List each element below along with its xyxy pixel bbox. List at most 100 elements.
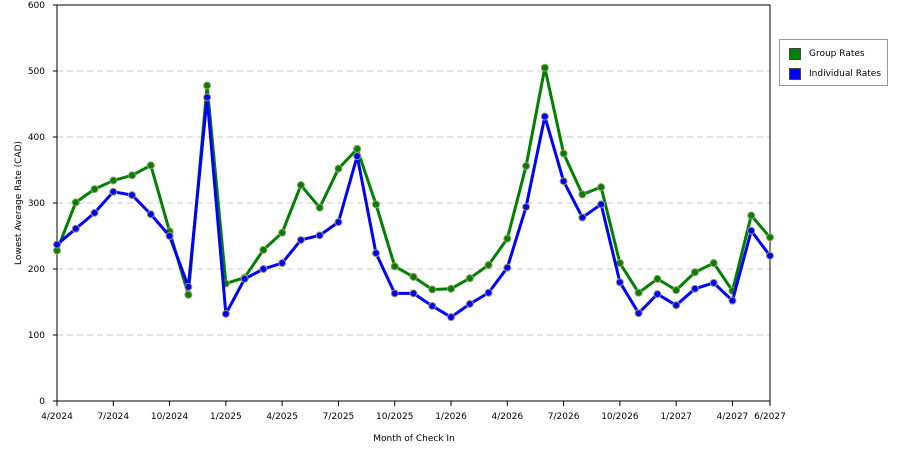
data-point-individual-rates (203, 93, 212, 102)
y-tick-label: 0 (39, 397, 45, 407)
data-point-group-rates (428, 285, 437, 294)
data-point-individual-rates (578, 213, 587, 222)
data-point-individual-rates (709, 278, 718, 287)
data-point-individual-rates (766, 251, 774, 260)
legend-swatch-group-rates (789, 48, 801, 60)
data-point-individual-rates (522, 202, 531, 211)
data-point-individual-rates (315, 231, 324, 240)
data-point-individual-rates (484, 288, 493, 297)
data-point-individual-rates (672, 301, 681, 310)
plot-area-frame (56, 4, 771, 402)
data-point-individual-rates (390, 289, 399, 298)
chart-legend: Group Rates Individual Rates (779, 39, 888, 86)
data-point-individual-rates (615, 278, 624, 287)
data-point-individual-rates (90, 208, 99, 217)
legend-item-group-rates: Group Rates (789, 47, 865, 61)
x-tick-label: 6/2027 (754, 412, 786, 422)
data-point-group-rates (484, 261, 493, 270)
data-point-group-rates (296, 181, 305, 190)
data-point-group-rates (522, 162, 531, 171)
data-point-individual-rates (296, 235, 305, 244)
x-tick-label: 4/2024 (41, 412, 73, 422)
x-tick-label: 4/2025 (266, 412, 298, 422)
data-point-individual-rates (109, 187, 118, 196)
data-point-group-rates (334, 164, 343, 173)
x-tick-label: 7/2025 (323, 412, 355, 422)
data-point-individual-rates (653, 290, 662, 299)
data-point-group-rates (653, 274, 662, 283)
data-point-individual-rates (447, 313, 456, 322)
data-point-individual-rates (634, 309, 643, 318)
data-point-group-rates (597, 183, 606, 192)
y-tick-label: 100 (28, 331, 45, 341)
data-point-individual-rates (184, 282, 193, 291)
data-point-group-rates (353, 144, 362, 153)
data-point-group-rates (278, 228, 287, 237)
data-point-group-rates (672, 286, 681, 295)
data-point-individual-rates (128, 191, 137, 200)
y-tick-label: 400 (28, 133, 45, 143)
data-point-group-rates (615, 259, 624, 268)
legend-swatch-individual-rates (789, 68, 801, 80)
data-point-group-rates (465, 274, 474, 283)
x-tick-label: 10/2024 (151, 412, 189, 422)
data-point-individual-rates (559, 177, 568, 186)
x-tick-label: 4/2026 (491, 412, 523, 422)
data-point-group-rates (747, 211, 756, 220)
x-tick-label: 7/2024 (97, 412, 129, 422)
data-point-individual-rates (278, 259, 287, 268)
y-tick-label: 200 (28, 265, 45, 275)
data-point-individual-rates (259, 265, 268, 273)
data-point-individual-rates (728, 296, 737, 305)
data-point-individual-rates (409, 289, 418, 298)
data-point-group-rates (146, 161, 155, 170)
data-point-group-rates (71, 198, 80, 207)
data-point-group-rates (709, 259, 718, 268)
x-axis-ticks: 4/2024 7/2024 10/2024 1/2025 4/2025 7/2025 10/… (41, 401, 786, 422)
series-layer (53, 63, 774, 322)
y-tick-label: 300 (28, 199, 45, 209)
data-point-individual-rates (690, 284, 699, 293)
data-point-group-rates (503, 234, 512, 243)
data-point-individual-rates (165, 232, 174, 240)
data-point-group-rates (690, 268, 699, 277)
data-point-individual-rates (146, 210, 155, 219)
data-point-individual-rates (540, 112, 549, 121)
data-point-group-rates (390, 262, 399, 271)
data-point-individual-rates (503, 263, 512, 272)
data-point-group-rates (128, 171, 137, 180)
legend-item-individual-rates: Individual Rates (789, 67, 881, 81)
data-point-individual-rates (371, 249, 380, 258)
y-axis-ticks: 0 100 200 300 400 500 600 (28, 1, 57, 407)
data-point-group-rates (315, 203, 324, 212)
x-tick-label: 1/2025 (210, 412, 242, 422)
data-point-group-rates (203, 81, 212, 90)
data-point-individual-rates (221, 309, 230, 318)
data-point-individual-rates (597, 200, 606, 209)
grid-lines (57, 70, 770, 336)
data-point-individual-rates (465, 299, 474, 308)
legend-label-group-rates: Group Rates (809, 49, 865, 59)
data-point-individual-rates (240, 274, 249, 283)
data-point-group-rates (559, 149, 568, 158)
data-point-group-rates (90, 185, 99, 194)
data-point-group-rates (540, 63, 549, 72)
legend-label-individual-rates: Individual Rates (809, 69, 882, 79)
data-point-group-rates (578, 190, 587, 199)
x-tick-label: 4/2027 (717, 412, 749, 422)
data-point-group-rates (409, 272, 418, 281)
data-point-group-rates (109, 176, 118, 185)
series-line-group-rates (55, 66, 772, 297)
data-point-individual-rates (334, 218, 343, 227)
y-tick-label: 600 (28, 1, 45, 11)
x-tick-label: 10/2025 (376, 412, 413, 422)
y-tick-label: 500 (28, 67, 45, 77)
x-tick-label: 10/2026 (601, 412, 639, 422)
data-point-group-rates (766, 233, 774, 242)
x-axis-title: Month of Check In (373, 434, 455, 444)
data-point-individual-rates (71, 224, 80, 233)
data-point-group-rates (371, 200, 380, 209)
y-axis-title: Lowest Average Rate (CAD) (14, 141, 24, 265)
data-point-individual-rates (428, 301, 437, 310)
